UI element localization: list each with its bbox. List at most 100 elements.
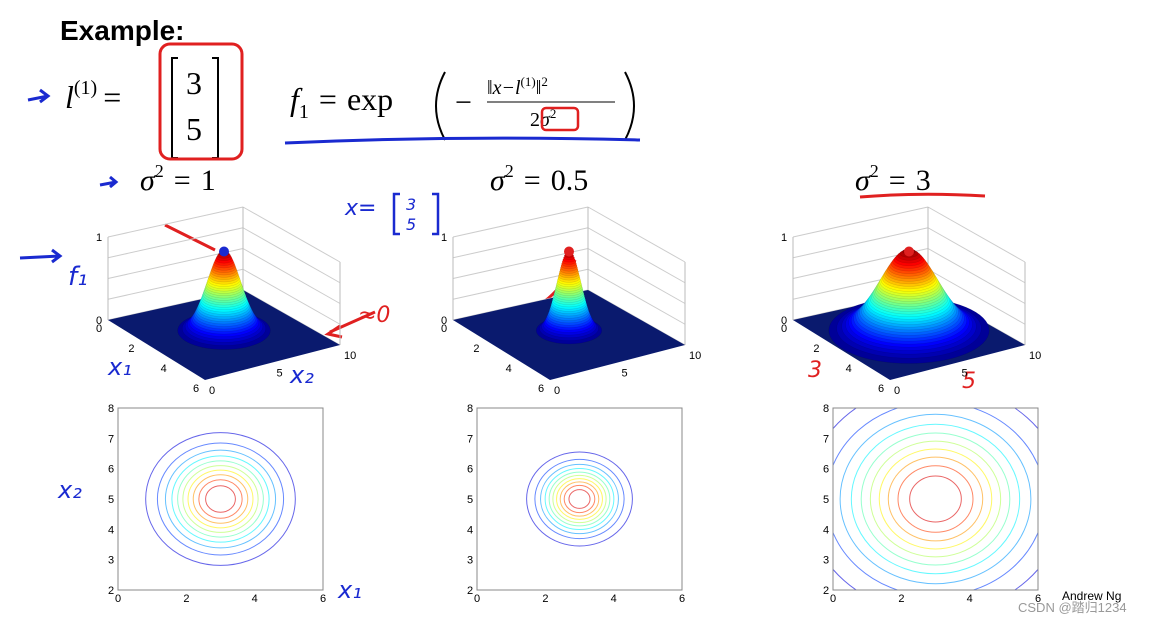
surface-peak xyxy=(828,248,990,364)
contour-line xyxy=(869,440,1002,558)
x2-tick: 5 xyxy=(962,368,968,380)
equals: = xyxy=(319,81,337,117)
underline xyxy=(284,136,641,145)
wall-grid xyxy=(792,227,929,259)
contour-line xyxy=(192,474,249,524)
contour-line xyxy=(198,479,243,519)
superscript: (1) xyxy=(74,77,97,99)
sigma: σ xyxy=(490,164,506,197)
x2-tick: 10 xyxy=(689,350,701,362)
contour-line xyxy=(559,481,600,517)
y-tick: 8 xyxy=(823,403,829,415)
contour-line xyxy=(897,465,974,533)
y-tick: 5 xyxy=(823,494,829,506)
x1-tick: 2 xyxy=(128,343,134,355)
x1-tick: 2 xyxy=(813,343,819,355)
z-tick: 1 xyxy=(781,232,787,244)
contours xyxy=(526,451,633,547)
y-tick: 4 xyxy=(467,524,473,536)
contour-line xyxy=(833,408,1038,590)
landmark-dot xyxy=(219,246,229,257)
contour-line xyxy=(839,413,1032,585)
contour-line xyxy=(534,458,625,540)
x2-tick: 10 xyxy=(344,350,356,362)
x1-tick: 2 xyxy=(473,343,479,355)
y-tick: 4 xyxy=(823,524,829,536)
x2-tick: 5 xyxy=(622,368,628,380)
contour-line xyxy=(171,455,270,543)
contour-line xyxy=(833,408,1038,590)
contour-line xyxy=(177,460,264,538)
y-tick: 8 xyxy=(467,403,473,415)
num-sup: (1) xyxy=(521,74,536,89)
author: Andrew Ng xyxy=(1062,589,1121,603)
z-tick: 0 xyxy=(781,315,787,327)
value: 3 xyxy=(916,164,931,197)
x-tick: 0 xyxy=(830,593,836,605)
wall-grid xyxy=(927,248,1026,304)
contour-frame xyxy=(832,407,1039,591)
value: 0.5 xyxy=(551,164,589,197)
x2-tick: 0 xyxy=(554,385,560,397)
y-tick: 2 xyxy=(823,585,829,597)
contour-line xyxy=(563,484,596,514)
wall-grid xyxy=(452,227,589,259)
hand-f1: f₁ xyxy=(68,262,88,292)
feature-lhs: f1 = exp xyxy=(290,81,393,123)
contour-frame xyxy=(476,407,683,591)
x1-tick: 0 xyxy=(781,323,787,335)
num: ‖x−l xyxy=(487,77,521,99)
underline xyxy=(859,192,986,199)
paren xyxy=(435,71,635,141)
y-tick: 6 xyxy=(823,464,829,476)
relation: = xyxy=(524,164,541,197)
z-tick: 0 xyxy=(441,315,447,327)
num-close: ‖ xyxy=(536,77,542,99)
wall-grid xyxy=(242,268,341,325)
sigma-label: σ2 = 0.5 xyxy=(490,161,588,197)
x1-tick: 4 xyxy=(846,363,852,375)
sigma-label: σ2 = 1 xyxy=(140,161,216,197)
y-tick: 5 xyxy=(108,494,114,506)
function: exp xyxy=(347,81,393,117)
landmark-dot xyxy=(564,246,574,257)
power: 2 xyxy=(155,161,164,181)
vector-entry: 5 xyxy=(186,111,202,147)
x-tick: 0 xyxy=(474,593,480,605)
sigma: σ xyxy=(140,164,156,197)
contour-line xyxy=(182,465,259,533)
hand-vec: 3 xyxy=(406,195,416,214)
numerator: ‖x−l(1)‖2 xyxy=(487,74,548,99)
relation: = xyxy=(889,164,906,197)
x-tick: 6 xyxy=(320,593,326,605)
y-tick: 7 xyxy=(108,433,114,445)
y-tick: 7 xyxy=(823,433,829,445)
hand-x2: x₂ xyxy=(289,361,314,389)
x-tick: 6 xyxy=(1035,593,1041,605)
den: 2 xyxy=(530,109,540,131)
sigma: σ xyxy=(855,164,871,197)
x-tick: 2 xyxy=(898,593,904,605)
contour-line xyxy=(156,442,285,556)
y-tick: 6 xyxy=(108,464,114,476)
arrow xyxy=(19,88,119,264)
wall-grid xyxy=(107,206,244,238)
wall-grid xyxy=(587,248,686,304)
contour-line xyxy=(850,423,1021,575)
wall-grid xyxy=(107,227,244,259)
hand-x2: x₂ xyxy=(57,476,82,504)
contour-frame xyxy=(117,407,324,591)
y-tick: 2 xyxy=(467,585,473,597)
den-sym: σ xyxy=(540,109,551,131)
contours xyxy=(833,408,1038,590)
x2-tick: 0 xyxy=(894,385,900,397)
wall-grid xyxy=(587,227,686,284)
relation: = xyxy=(174,164,191,197)
x-tick: 2 xyxy=(542,593,548,605)
contour-line xyxy=(164,449,277,549)
red-box xyxy=(158,42,244,161)
